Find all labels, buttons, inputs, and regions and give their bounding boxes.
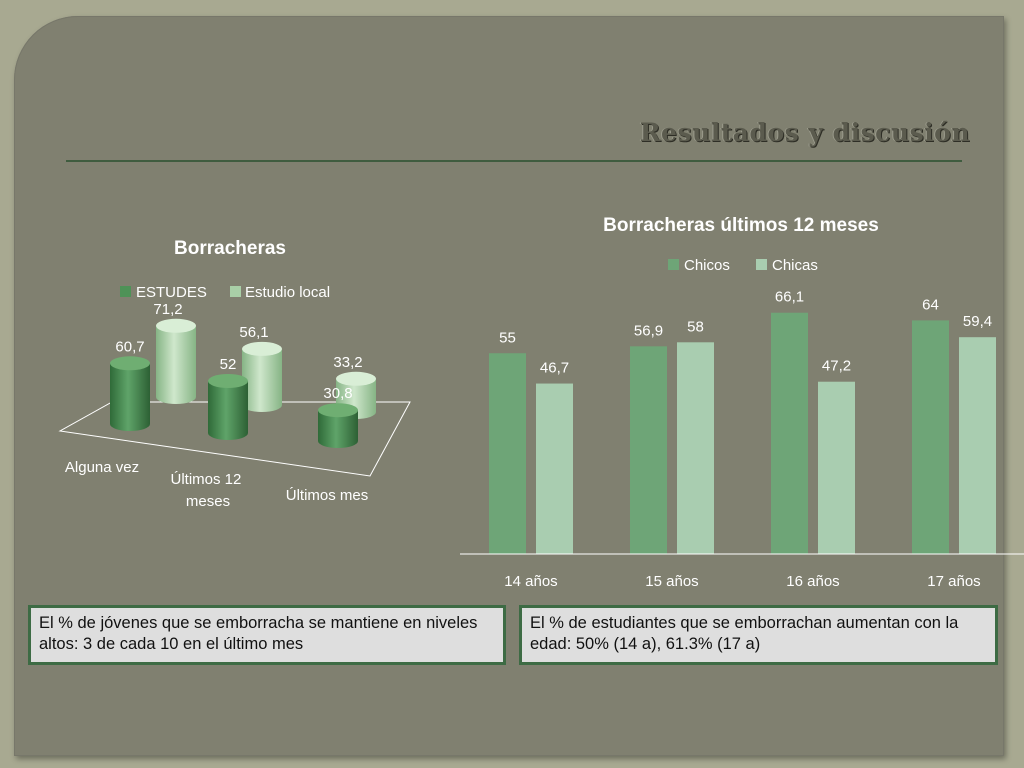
chart1-bar-local-1 <box>242 341 282 412</box>
chart1-bar-local-0 <box>156 318 196 404</box>
chart2-data-label-chicos-0: 55 <box>499 329 516 346</box>
chart2-legend-swatch-chicos <box>668 259 679 270</box>
chart1-data-label-estudes-1: 52 <box>220 356 237 373</box>
chart1-bar-estudes-2 <box>318 403 358 448</box>
chart2-x-tick-1: 15 años <box>645 573 698 590</box>
chart1-data-label-local-0: 71,2 <box>153 301 182 318</box>
chart1-title: Borracheras <box>174 238 286 259</box>
chart1-data-label-estudes-2: 30,8 <box>323 385 352 402</box>
chart2-x-tick-3: 17 años <box>927 573 980 590</box>
chart2-data-label-chicos-2: 66,1 <box>775 289 804 306</box>
chart2-data-label-chicas-0: 46,7 <box>540 360 569 377</box>
chart2-legend: Chicos Chicas <box>668 257 818 274</box>
chart2-legend-label-chicos: Chicos <box>684 257 730 274</box>
note-left: El % de jóvenes que se emborracha se man… <box>28 605 506 665</box>
chart1-legend: ESTUDES Estudio local <box>120 284 330 301</box>
slide-title: Resultados y discusión <box>639 118 970 147</box>
chart2-bar-chicas-1 <box>677 342 714 554</box>
chart2-data-label-chicos-1: 56,9 <box>634 322 663 339</box>
chart2-bar-chicas-3 <box>959 337 996 554</box>
chart1-floor <box>58 401 411 477</box>
chart1-data-label-local-1: 56,1 <box>239 324 268 341</box>
title-divider <box>66 160 962 162</box>
chart2-bar-chicas-0 <box>536 383 573 554</box>
note-right: El % de estudiantes que se emborrachan a… <box>519 605 998 665</box>
chart2-legend-swatch-chicas <box>756 259 767 270</box>
chart2-bar-chicos-1 <box>630 346 667 554</box>
chart1-x-label-alguna-vez: Alguna vez <box>65 459 139 476</box>
chart2-data-label-chicas-2: 47,2 <box>822 358 851 375</box>
chart-borracheras: Borracheras ESTUDES Estudio local 71,2 56… <box>58 238 411 510</box>
chart2-data-label-chicas-3: 59,4 <box>963 313 992 330</box>
chart2-bar-chicos-0 <box>489 353 526 554</box>
chart2-data-label-chicos-3: 64 <box>922 296 939 313</box>
chart1-legend-swatch-estudes <box>120 286 131 297</box>
chart2-title: Borracheras últimos 12 meses <box>603 215 879 236</box>
chart1-x-label-ultimos-mes: Últimos mes <box>286 487 369 504</box>
chart-borracheras-12-meses: Borracheras últimos 12 meses Chicos Chic… <box>460 215 1024 590</box>
chart1-legend-label-estudes: ESTUDES <box>136 284 207 301</box>
chart2-data-label-chicas-1: 58 <box>687 318 704 335</box>
chart1-bar-estudes-0 <box>110 356 150 431</box>
chart1-legend-label-local: Estudio local <box>245 284 330 301</box>
chart1-bar-estudes-1 <box>208 374 248 440</box>
chart1-data-label-local-2: 33,2 <box>333 354 362 371</box>
chart2-x-tick-2: 16 años <box>786 573 839 590</box>
chart2-legend-label-chicas: Chicas <box>772 257 818 274</box>
chart1-x-label-ultimos-12: Últimos 12 meses <box>170 471 245 510</box>
chart1-legend-swatch-local <box>230 286 241 297</box>
chart2-bar-chicos-3 <box>912 320 949 554</box>
chart2-bar-chicas-2 <box>818 381 855 554</box>
chart1-data-label-estudes-0: 60,7 <box>115 338 144 355</box>
chart2-x-tick-0: 14 años <box>504 573 557 590</box>
chart2-bar-chicos-2 <box>771 312 808 554</box>
